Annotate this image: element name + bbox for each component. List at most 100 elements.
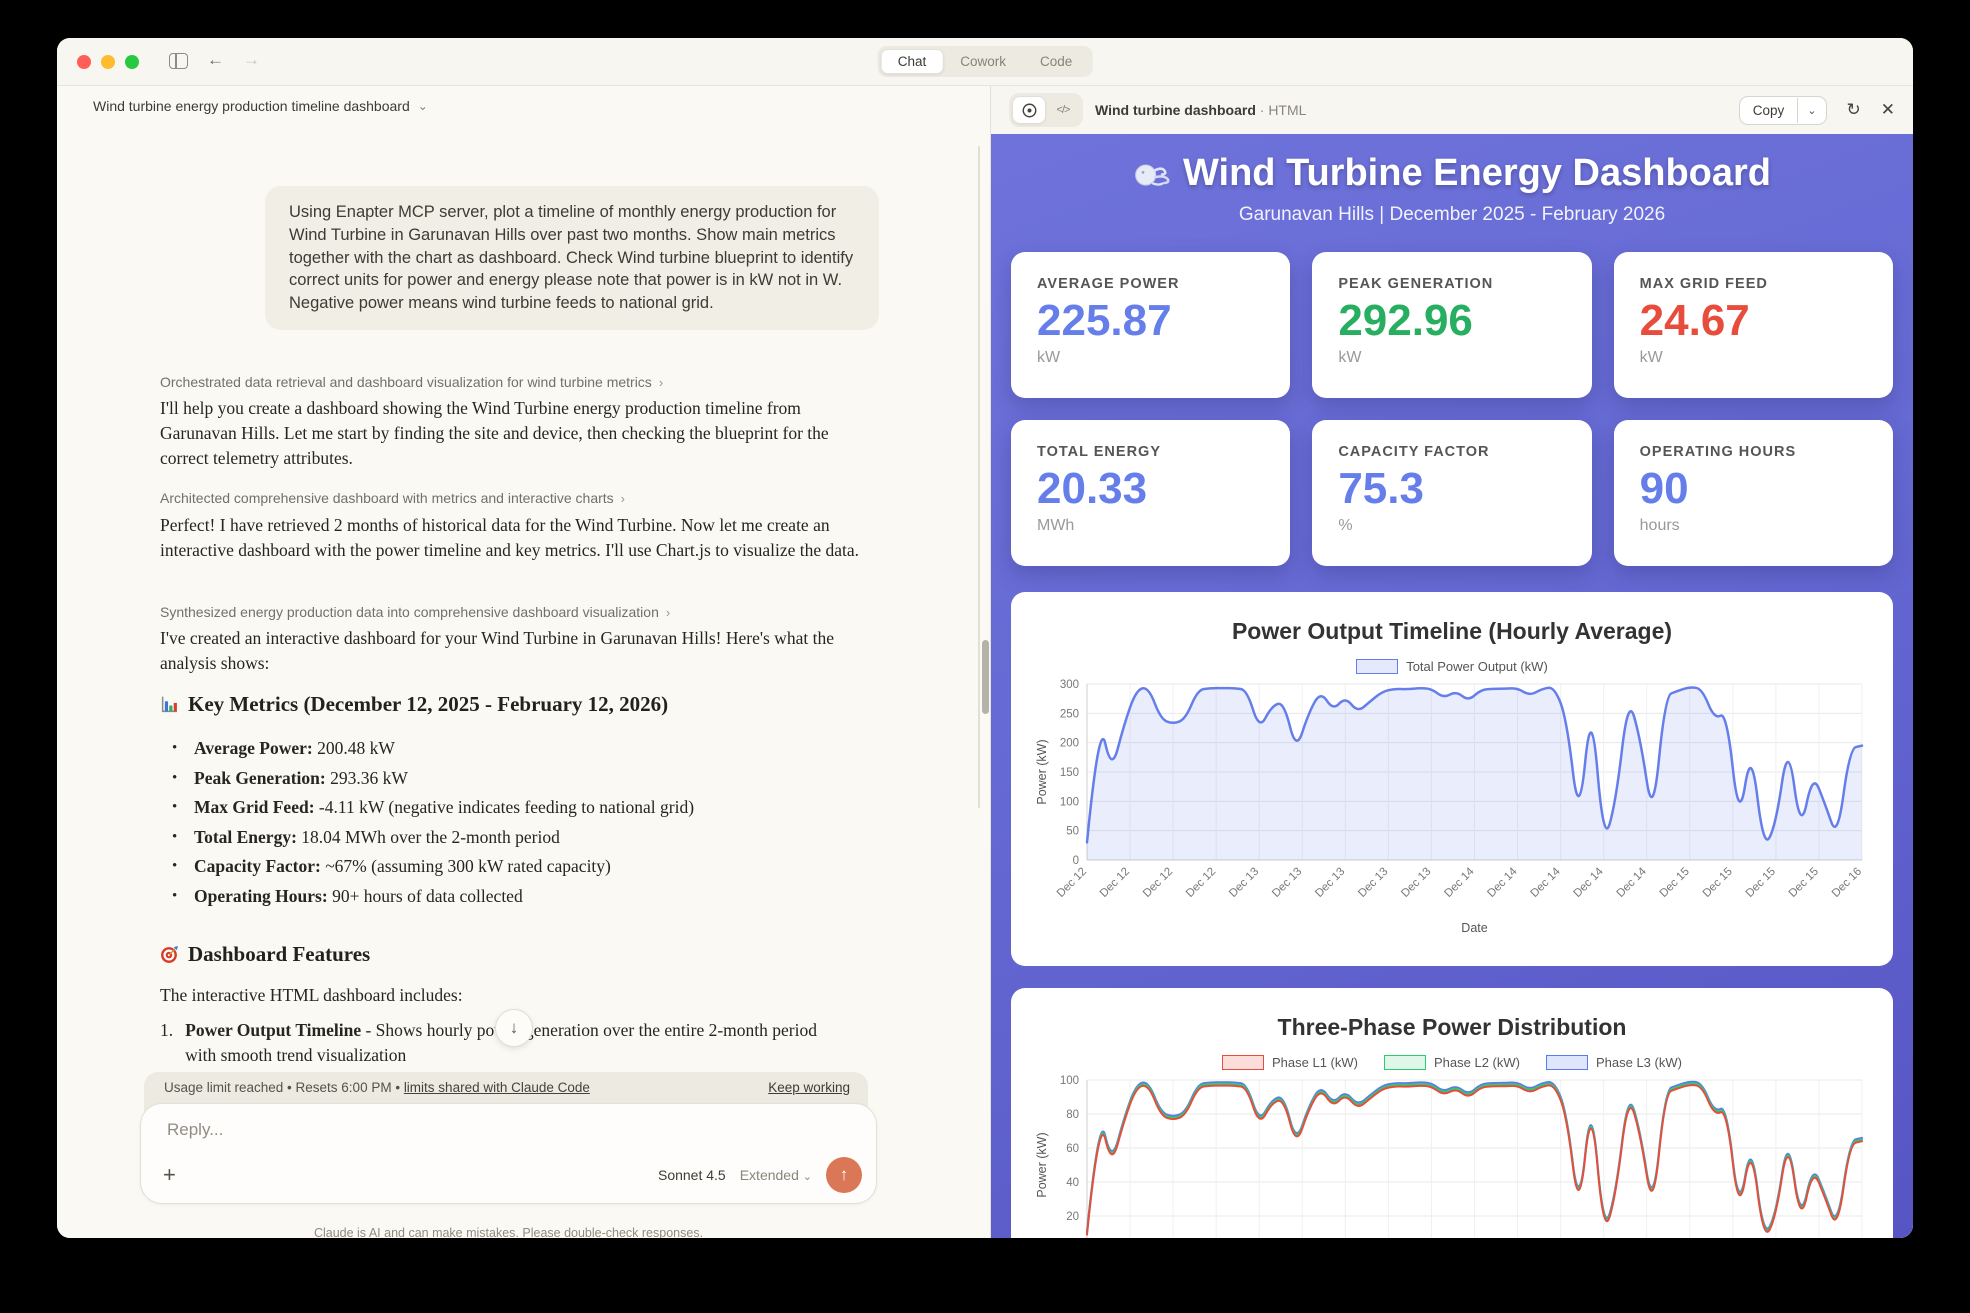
metric-value: 90	[1639, 464, 1689, 513]
chevron-down-icon: ⌄	[417, 99, 428, 113]
wind-face-icon	[1135, 164, 1170, 186]
chart-legend: Phase L1 (kW) Phase L2 (kW) Phase L3 (kW…	[1033, 1055, 1871, 1070]
copy-button[interactable]: Copy ⌄	[1738, 95, 1827, 125]
list-item: Operating Hours: 90+ hours of data colle…	[160, 882, 880, 912]
code-view-button[interactable]: </>	[1056, 104, 1071, 116]
chevron-right-icon: ›	[658, 375, 664, 390]
close-icon[interactable]: ✕	[1880, 100, 1895, 119]
tab-cowork[interactable]: Cowork	[960, 54, 1007, 69]
svg-text:80: 80	[1066, 1109, 1079, 1121]
target-icon	[161, 946, 178, 963]
list-item: Total Energy: 18.04 MWh over the 2-month…	[160, 823, 880, 853]
dashboard-preview: Wind Turbine Energy Dashboard Garunavan …	[991, 134, 1913, 1238]
refresh-icon[interactable]: ↻	[1846, 100, 1861, 119]
chevron-right-icon: ›	[665, 605, 671, 620]
user-message-bubble: Using Enapter MCP server, plot a timelin…	[265, 186, 879, 330]
tab-code[interactable]: Code	[1040, 54, 1073, 69]
svg-text:Dec 14: Dec 14	[1615, 865, 1650, 900]
legend-swatch	[1222, 1055, 1265, 1070]
attach-plus-button[interactable]: +	[163, 1162, 176, 1187]
send-button[interactable]: ↑	[826, 1157, 862, 1193]
reply-input[interactable]: Reply...	[167, 1120, 224, 1139]
svg-text:Dec 15: Dec 15	[1701, 866, 1735, 900]
chevron-right-icon: ›	[620, 491, 626, 506]
model-selector[interactable]: Sonnet 4.5	[657, 1167, 726, 1183]
svg-text:Dec 14: Dec 14	[1572, 865, 1607, 900]
metric-value: 225.87	[1037, 296, 1172, 345]
scroll-to-bottom-button[interactable]: ↓	[495, 1009, 533, 1047]
svg-text:Dec 14: Dec 14	[1485, 865, 1520, 900]
svg-text:Dec 16: Dec 16	[1830, 866, 1864, 900]
power-timeline-chart: 0 50 100 150 200 250 300 Dec 12 Dec 12 Dec 12 Dec …	[1035, 679, 1864, 935]
copy-label: Copy	[1752, 102, 1785, 118]
svg-text:40: 40	[1066, 1177, 1079, 1189]
svg-text:Power (kW): Power (kW)	[1035, 739, 1049, 804]
sidebar-toggle-icon[interactable]	[169, 53, 188, 69]
legend-label: Phase L2 (kW)	[1434, 1055, 1520, 1070]
ai-disclaimer: Claude is AI and can make mistakes. Plea…	[313, 1226, 704, 1238]
legend-swatch	[1356, 659, 1399, 674]
chat-panel: Wind turbine energy production timeline …	[57, 86, 990, 1238]
usage-limit-text: Usage limit reached • Resets 6:00 PM •	[164, 1080, 404, 1095]
metric-card-max-grid-feed: MAX GRID FEED 24.67 kW	[1613, 252, 1893, 398]
metrics-list: Average Power: 200.48 kW Peak Generation…	[160, 734, 880, 911]
agent-step-summary[interactable]: Synthesized energy production data into …	[160, 604, 670, 620]
chat-scrollbar-track[interactable]	[978, 146, 980, 808]
assistant-paragraph: The interactive HTML dashboard includes:	[160, 985, 463, 1005]
agent-step-summary[interactable]: Orchestrated data retrieval and dashboar…	[160, 374, 663, 390]
minimize-window-button[interactable]	[101, 55, 115, 69]
svg-text:Dec 13: Dec 13	[1313, 866, 1347, 900]
traffic-lights	[77, 55, 139, 69]
legend-label: Total Power Output (kW)	[1406, 659, 1548, 674]
svg-text:Dec 12: Dec 12	[1098, 866, 1132, 900]
svg-text:Dec 12: Dec 12	[1184, 866, 1218, 900]
back-arrow-icon[interactable]: ←	[207, 50, 224, 69]
keep-working-link[interactable]: Keep working	[768, 1080, 850, 1095]
assistant-paragraph: I'll help you create a dashboard showing…	[160, 398, 829, 468]
legend-swatch	[1545, 1055, 1588, 1070]
svg-text:Dec 15: Dec 15	[1744, 866, 1778, 900]
reply-composer[interactable]: Reply... + Sonnet 4.5 Extended ⌄ ↑	[140, 1103, 877, 1204]
svg-text:20: 20	[1066, 1211, 1079, 1223]
copy-dropdown-chevron[interactable]: ⌄	[1797, 97, 1825, 123]
svg-text:100: 100	[1060, 796, 1079, 808]
svg-text:Power (kW): Power (kW)	[1035, 1132, 1049, 1197]
svg-text:100: 100	[1060, 1075, 1079, 1087]
metric-card-capacity-factor: CAPACITY FACTOR 75.3 %	[1312, 420, 1592, 566]
legend-swatch	[1384, 1055, 1426, 1070]
assistant-paragraph: I've created an interactive dashboard fo…	[160, 628, 834, 673]
forward-arrow-icon[interactable]: →	[243, 50, 260, 69]
metric-card-average-power: AVERAGE POWER 225.87 kW	[1011, 252, 1291, 398]
artifact-header: </> Wind turbine dashboard · HTML Copy ⌄…	[991, 86, 1913, 134]
dashboard-subtitle: Garunavan Hills | December 2025 - Februa…	[1238, 204, 1666, 225]
preview-code-toggle: </>	[1009, 93, 1083, 127]
close-window-button[interactable]	[77, 55, 91, 69]
conversation-title[interactable]: Wind turbine energy production timeline …	[93, 98, 428, 114]
zoom-window-button[interactable]	[125, 55, 139, 69]
list-item: Capacity Factor: ~67% (assuming 300 kW r…	[160, 852, 880, 882]
svg-text:Dec 14: Dec 14	[1528, 865, 1563, 900]
svg-text:Dec 15: Dec 15	[1658, 866, 1692, 900]
step-text: Synthesized energy production data into …	[160, 604, 659, 620]
agent-step-summary[interactable]: Architected comprehensive dashboard with…	[160, 490, 625, 506]
svg-text:Dec 14: Dec 14	[1442, 865, 1477, 900]
list-item: Average Power: 200.48 kW	[160, 734, 880, 764]
svg-text:Dec 12: Dec 12	[1141, 866, 1175, 900]
step-text: Architected comprehensive dashboard with…	[160, 490, 614, 506]
svg-text:200: 200	[1060, 738, 1079, 750]
svg-text:Date: Date	[1461, 921, 1487, 935]
tab-chat[interactable]: Chat	[880, 49, 944, 74]
svg-text:0: 0	[1073, 855, 1079, 867]
metric-card-total-energy: TOTAL ENERGY 20.33 MWh	[1011, 420, 1291, 566]
list-item: Peak Generation: 293.36 kW	[160, 764, 880, 794]
three-phase-chart-card: Three-Phase Power Distribution Phase L1 …	[1011, 988, 1893, 1238]
assistant-paragraph: Perfect! I have retrieved 2 months of hi…	[160, 515, 860, 560]
svg-text:Dec 12: Dec 12	[1055, 866, 1089, 900]
arrow-up-icon: ↑	[839, 1165, 849, 1184]
arrow-down-icon: ↓	[509, 1018, 519, 1037]
chat-scrollbar-thumb[interactable]	[982, 640, 989, 714]
usage-limits-link[interactable]: limits shared with Claude Code	[403, 1080, 590, 1095]
preview-eye-button[interactable]	[1012, 96, 1046, 124]
thinking-mode-selector[interactable]: Extended ⌄	[739, 1167, 812, 1183]
